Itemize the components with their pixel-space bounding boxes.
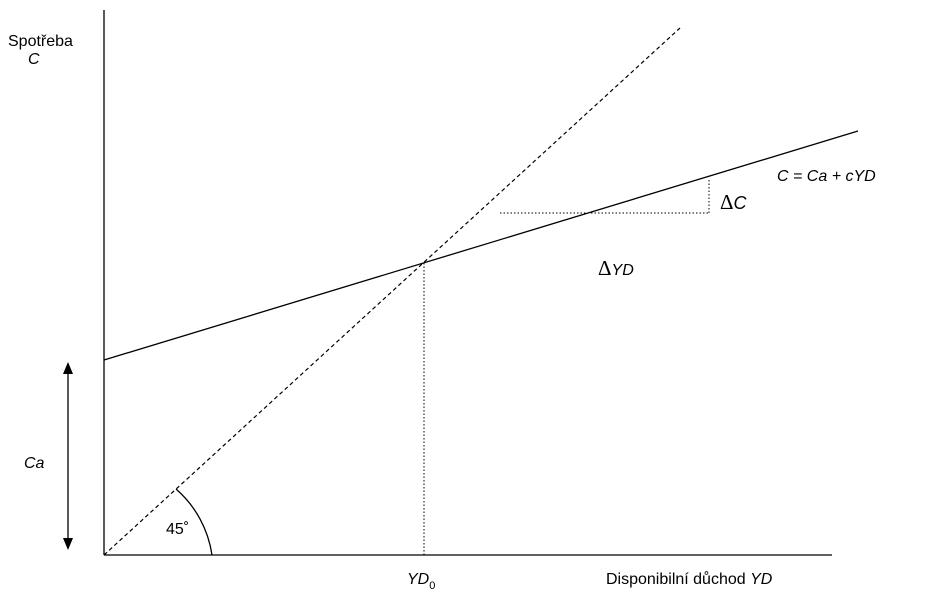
y-axis-label-var: C bbox=[28, 51, 40, 68]
45-degree-line bbox=[103, 27, 681, 556]
angle-arc bbox=[175, 488, 213, 556]
x-axis-label-var: YD bbox=[750, 571, 773, 588]
delta-c-symbol: Δ bbox=[720, 190, 734, 214]
consumption-function-label: C = Ca + cYD bbox=[777, 168, 876, 185]
equilibrium-label-text: YD bbox=[407, 571, 430, 588]
angle-label: 45˚ bbox=[166, 521, 190, 538]
delta-c-label: ΔC bbox=[720, 190, 747, 214]
ca-arrow-head-up bbox=[63, 362, 73, 374]
ca-arrow-head-down bbox=[63, 538, 73, 550]
equilibrium-label: YD0 bbox=[407, 571, 435, 595]
y-axis-label-text: Spotřeba bbox=[8, 33, 73, 50]
delta-yd-label: ΔYD bbox=[598, 256, 634, 280]
x-axis-label-text: Disponibilní důchod bbox=[606, 571, 751, 588]
x-axis-label: Disponibilní důchod YD bbox=[606, 571, 772, 589]
delta-yd-var: YD bbox=[611, 262, 634, 279]
delta-c-var: C bbox=[733, 193, 747, 213]
consumption-function-line bbox=[103, 130, 859, 361]
y-axis-label: Spotřeba C bbox=[8, 33, 73, 69]
equilibrium-label-subscript: 0 bbox=[429, 580, 436, 592]
autonomous-consumption-label: Ca bbox=[24, 455, 45, 472]
delta-yd-symbol: Δ bbox=[598, 256, 612, 280]
